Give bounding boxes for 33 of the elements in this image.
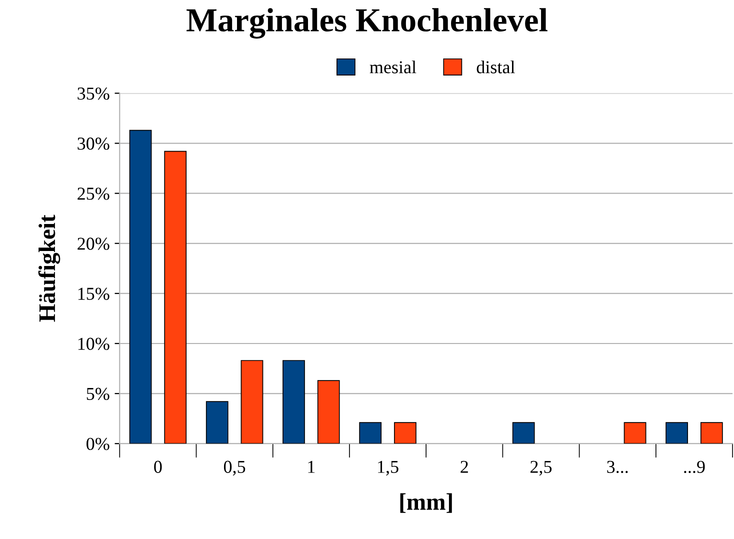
bar (624, 422, 646, 444)
bar (666, 422, 688, 444)
x-tick-label: ...9 (684, 460, 705, 474)
x-tick-label: 0 (154, 460, 162, 473)
x-tick-label: 0,5 (224, 460, 246, 476)
bar (164, 150, 187, 444)
bar (700, 422, 723, 444)
y-tick-label: 30% (78, 138, 110, 150)
y-axis-title: Häufigkeit (38, 214, 60, 322)
bar (206, 401, 228, 444)
bar (512, 422, 535, 444)
x-tick-label: 2,5 (530, 460, 552, 476)
x-tick-label: 1,5 (378, 460, 398, 476)
y-tick-label: 10% (78, 338, 110, 350)
y-tick-label: 0% (86, 438, 110, 450)
bar (317, 380, 340, 444)
bar (359, 422, 382, 444)
y-tick-label: 35% (78, 88, 110, 100)
x-tick-label: 2 (460, 460, 468, 473)
chart-title: Marginales Knochenlevel (186, 8, 548, 39)
legend-label: mesial (370, 60, 416, 74)
bar (394, 422, 416, 444)
y-tick-label: 15% (78, 288, 110, 300)
bar (129, 130, 152, 444)
x-axis-title: [mm] (400, 493, 452, 513)
y-tick-label: 5% (86, 388, 110, 400)
bar (282, 360, 305, 444)
legend-label: distal (476, 60, 515, 74)
y-tick-label: 20% (78, 238, 110, 250)
x-tick-label: 1 (308, 460, 315, 473)
x-tick-label: 3... (607, 460, 628, 474)
y-tick-label: 25% (78, 188, 110, 200)
bar (240, 360, 264, 444)
